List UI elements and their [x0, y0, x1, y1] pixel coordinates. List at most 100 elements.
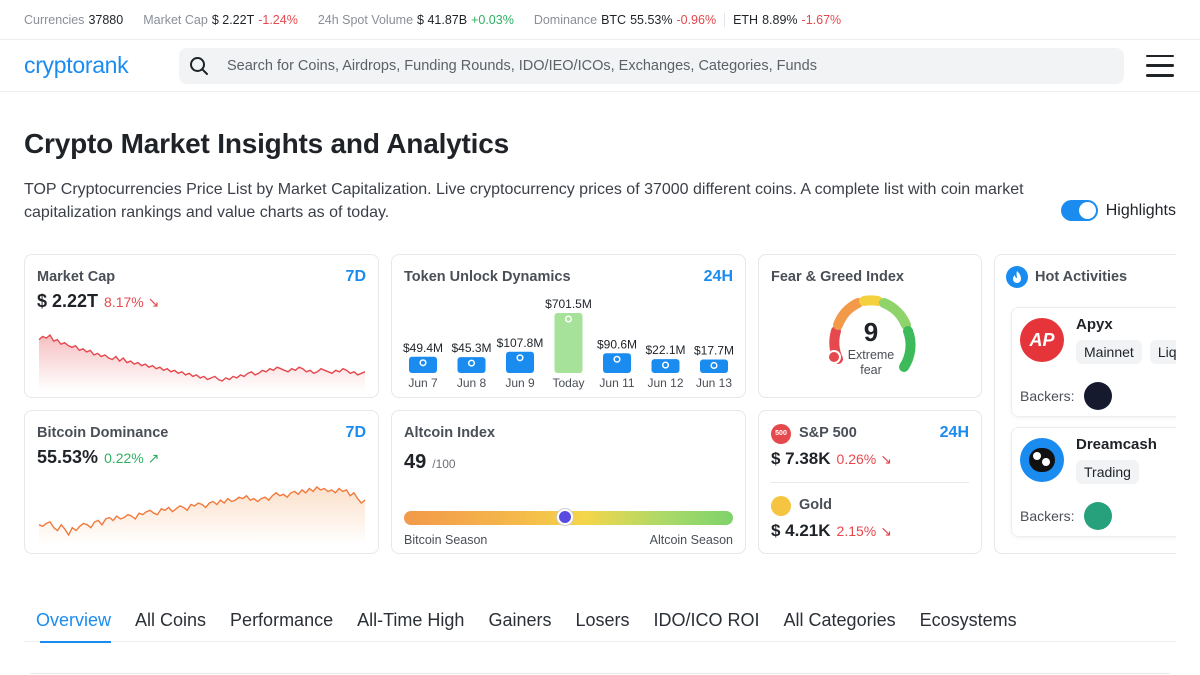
unlock-bar[interactable]: [457, 357, 486, 373]
bar-dot-icon: [613, 355, 621, 363]
indices-card[interactable]: 500 S&P 500 24H $ 7.38K 0.26% ↘ Gold $ 4.…: [758, 410, 982, 554]
tab-losers[interactable]: Losers: [575, 610, 630, 630]
card-title: Altcoin Index: [404, 425, 496, 441]
tab-gainers[interactable]: Gainers: [488, 610, 552, 630]
tag: Trading: [1076, 460, 1139, 484]
tab-ido-ico-roi[interactable]: IDO/ICO ROI: [653, 610, 760, 630]
arrow-down-icon: ↘: [880, 451, 892, 467]
change-text: 0.22% ↗: [104, 450, 160, 466]
stat-change: -1.24%: [258, 12, 298, 27]
btc-dominance-sparkline: [38, 486, 366, 545]
highlights-toggle[interactable]: Highlights: [1060, 200, 1176, 221]
arrow-down-icon: ↘: [147, 294, 160, 310]
altcoin-index-card[interactable]: Altcoin Index 49/100 Bitcoin Season Altc…: [391, 410, 746, 554]
fear-greed-card[interactable]: Fear & Greed Index 9 Extreme fear: [758, 254, 982, 398]
highlights-label: Highlights: [1105, 201, 1176, 219]
backer-avatar[interactable]: [1084, 382, 1112, 410]
stat-currencies[interactable]: Currencies 37880: [24, 13, 123, 27]
table-top-border: [30, 673, 1170, 674]
bar-category-label: Jun 8: [457, 376, 487, 390]
value-text: $ 2.22T: [37, 291, 99, 311]
card-title: Fear & Greed Index: [771, 269, 904, 285]
stat-dominance[interactable]: Dominance BTC 55.53% -0.96%: [534, 13, 716, 27]
unlock-bar[interactable]: [651, 359, 680, 373]
period-selector[interactable]: 24H: [939, 424, 969, 441]
arrow-up-icon: ↗: [147, 450, 160, 466]
project-tags: Mainnet Liq: [1076, 340, 1176, 364]
tab-overview[interactable]: Overview: [24, 600, 123, 643]
period-selector[interactable]: 24H: [703, 268, 733, 285]
unlock-bar[interactable]: [603, 353, 631, 373]
tab-all-coins[interactable]: All Coins: [135, 610, 207, 630]
hot-activities-card[interactable]: Hot Activities AP Apyx Mainnet Liq Backer…: [994, 254, 1176, 554]
bar-category-label: Jun 12: [647, 376, 683, 390]
tab-all-categories[interactable]: All Categories: [783, 610, 896, 630]
bar-dot-icon: [710, 361, 718, 370]
sp500-title: S&P 500: [799, 425, 857, 441]
btc-dominance-card[interactable]: Bitcoin Dominance 7D 55.53% 0.22% ↗: [24, 410, 379, 554]
stat-label: Dominance: [533, 12, 598, 27]
sp500-badge-icon: 500: [771, 424, 791, 444]
stat-value: $ 41.87B: [417, 12, 468, 27]
hamburger-menu-icon[interactable]: [1146, 54, 1174, 77]
period-selector[interactable]: 7D: [345, 268, 366, 285]
stat-change: -0.96%: [676, 12, 717, 27]
market-cap-sparkline: [38, 333, 366, 391]
hot-activity-item[interactable]: Dreamcash Trading Backers:: [1011, 427, 1176, 537]
unlock-bar[interactable]: [700, 359, 728, 373]
altcoin-season-label: Altcoin Season: [649, 533, 733, 547]
tab-ecosystems[interactable]: Ecosystems: [919, 610, 1017, 630]
bar-value-label: $49.4M: [403, 341, 443, 355]
flame-icon: [1006, 266, 1028, 288]
backer-avatar[interactable]: [1084, 502, 1112, 530]
bar-value-label: $90.6M: [597, 337, 637, 351]
stat-market-cap[interactable]: Market Cap $ 2.22T -1.24%: [143, 13, 298, 27]
divider: [724, 12, 726, 27]
stat-eth-dominance[interactable]: ETH 8.89% -1.67%: [733, 13, 841, 27]
hot-activity-item[interactable]: AP Apyx Mainnet Liq Backers:: [1011, 307, 1176, 417]
market-stats-bar: Currencies 37880 Market Cap $ 2.22T -1.2…: [0, 0, 1200, 40]
change-text: 8.17% ↘: [104, 294, 160, 310]
project-tags: Trading: [1076, 460, 1147, 484]
token-unlock-card[interactable]: Token Unlock Dynamics 24H $49.4M Jun 7 $45…: [391, 254, 746, 398]
stat-value: $ 2.22T: [211, 12, 255, 27]
divider: [771, 482, 969, 483]
search-input[interactable]: [227, 57, 1107, 74]
fear-greed-gauge: [827, 295, 916, 372]
market-cap-card[interactable]: Market Cap 7D $ 2.22T 8.17% ↘: [24, 254, 379, 398]
tab-performance[interactable]: Performance: [230, 610, 334, 630]
bar-category-label: Jun 13: [696, 376, 732, 390]
toggle-switch[interactable]: [1060, 200, 1098, 221]
apyx-logo-icon: AP: [1020, 318, 1064, 362]
stat-eth-label: ETH: [733, 12, 759, 27]
site-header: cryptorank: [0, 40, 1200, 92]
stat-volume[interactable]: 24h Spot Volume $ 41.87B +0.03%: [318, 13, 514, 27]
site-logo[interactable]: cryptorank: [24, 52, 129, 78]
index-suffix: /100: [432, 457, 456, 471]
unlock-bar[interactable]: [554, 313, 583, 373]
stat-change: -1.67%: [801, 12, 842, 27]
bar-value-label: $107.8M: [497, 336, 544, 350]
page-description: TOP Cryptocurrencies Price List by Marke…: [24, 181, 1024, 221]
gold-coin-icon: [771, 496, 791, 516]
project-name: Apyx: [1076, 316, 1113, 333]
tab-all-time-high[interactable]: All-Time High: [357, 610, 465, 630]
card-title: Market Cap: [37, 269, 116, 285]
altcoin-index-marker: [557, 509, 574, 525]
stat-change: +0.03%: [471, 12, 514, 27]
gold-value: $ 4.21K 2.15% ↘: [771, 521, 892, 540]
unlock-bar[interactable]: [506, 351, 534, 373]
arrow-down-icon: ↘: [880, 523, 892, 539]
bar-dot-icon: [661, 361, 670, 369]
period-selector[interactable]: 7D: [345, 424, 366, 441]
token-unlock-bar-chart: $49.4M Jun 7 $45.3M Jun 8 $107.8M Jun 9 $701.5…: [403, 297, 734, 390]
bar-category-label: Jun 7: [408, 376, 438, 390]
card-title: Hot Activities: [1035, 269, 1128, 285]
btc-dominance-value: 55.53% 0.22% ↗: [37, 447, 159, 468]
search-bar[interactable]: [179, 47, 1124, 84]
sparkline-line: [38, 486, 366, 537]
value-text: 55.53%: [37, 447, 99, 467]
bar-value-label: $45.3M: [451, 341, 491, 355]
sparkline-area: [39, 487, 365, 545]
stat-label: 24h Spot Volume: [317, 12, 414, 27]
